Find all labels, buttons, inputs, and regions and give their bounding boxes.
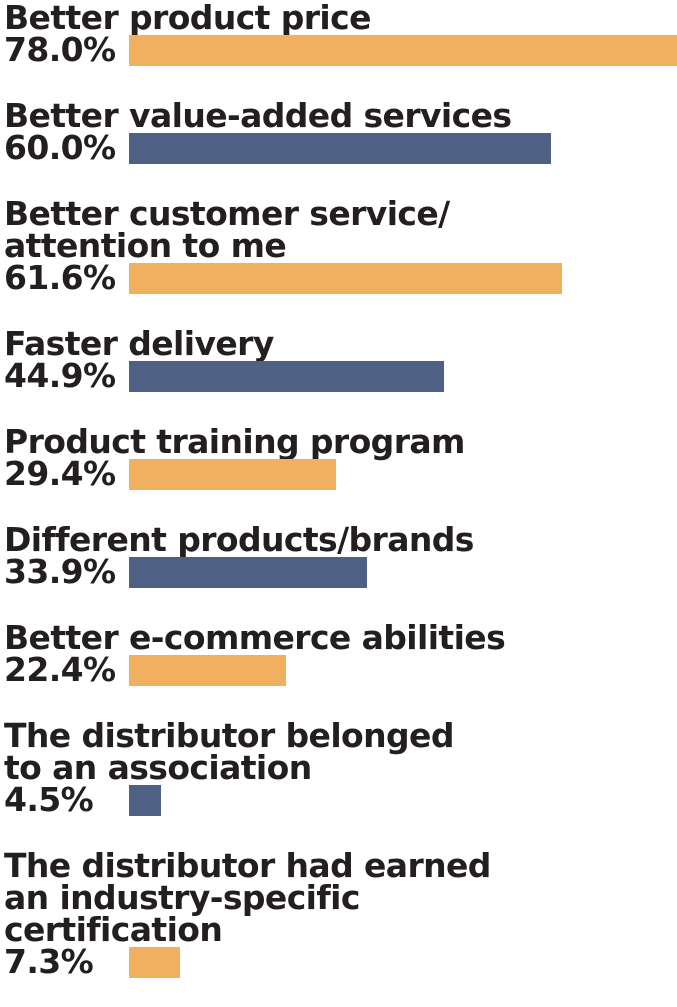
value-label: 4.5% (4, 780, 94, 819)
bar (129, 557, 367, 588)
value-label: 22.4% (4, 650, 116, 689)
bar (129, 361, 444, 392)
value-label: 60.0% (4, 128, 116, 167)
bar (129, 35, 677, 66)
value-label: 29.4% (4, 454, 116, 493)
category-label: The distributor had earned (4, 846, 491, 885)
category-label: certification (4, 910, 223, 949)
value-label: 44.9% (4, 356, 116, 395)
bar (129, 459, 336, 490)
value-label: 33.9% (4, 552, 116, 591)
value-label: 61.6% (4, 258, 116, 297)
bar (129, 947, 180, 978)
category-label: an industry-specific (4, 878, 360, 917)
category-label: Product training program (4, 422, 465, 461)
category-label: Better customer service/ (4, 194, 450, 233)
value-label: 78.0% (4, 30, 116, 69)
bar (129, 655, 286, 686)
bar (129, 263, 562, 294)
bar (129, 785, 161, 816)
category-label: to an association (4, 748, 312, 787)
bar (129, 133, 551, 164)
category-label: Faster delivery (4, 324, 274, 363)
category-label: Different products/brands (4, 520, 474, 559)
category-label: attention to me (4, 226, 287, 265)
category-label: Better e-commerce abilities (4, 618, 506, 657)
category-label: Better value-added services (4, 96, 512, 135)
category-label: Better product price (4, 0, 371, 37)
value-label: 7.3% (4, 942, 94, 981)
category-label: The distributor belonged (4, 716, 454, 755)
